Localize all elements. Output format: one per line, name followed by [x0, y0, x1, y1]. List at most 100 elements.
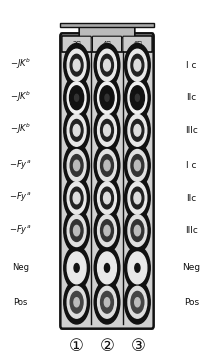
Text: IIc: IIc [186, 194, 197, 202]
Circle shape [73, 192, 80, 204]
Circle shape [128, 150, 147, 181]
Circle shape [104, 59, 110, 71]
Circle shape [131, 119, 144, 141]
Text: Pos: Pos [184, 298, 199, 307]
Circle shape [125, 144, 150, 187]
FancyBboxPatch shape [60, 33, 154, 329]
Circle shape [74, 226, 80, 236]
Circle shape [104, 226, 110, 236]
Circle shape [94, 281, 120, 324]
Circle shape [74, 264, 79, 272]
Circle shape [70, 119, 83, 141]
Circle shape [134, 192, 141, 204]
Text: IIc: IIc [186, 93, 197, 102]
Text: ①: ① [68, 337, 83, 355]
Circle shape [70, 155, 83, 176]
Circle shape [125, 43, 150, 87]
Circle shape [94, 109, 120, 152]
Text: IIIc: IIIc [185, 126, 198, 135]
Text: 2号: 2号 [72, 41, 81, 47]
Circle shape [98, 182, 116, 214]
Circle shape [105, 94, 109, 101]
Circle shape [67, 49, 86, 81]
FancyBboxPatch shape [123, 36, 152, 52]
Circle shape [131, 220, 144, 241]
Circle shape [67, 114, 86, 146]
Text: 6号: 6号 [133, 41, 142, 47]
Circle shape [70, 291, 83, 313]
Bar [60, 23, 154, 27]
Bar [62, 36, 152, 52]
Circle shape [94, 209, 120, 252]
Circle shape [67, 182, 86, 214]
Circle shape [98, 49, 116, 81]
Circle shape [101, 291, 113, 313]
Circle shape [128, 252, 147, 284]
Circle shape [70, 220, 83, 241]
Circle shape [135, 298, 140, 307]
Circle shape [64, 109, 89, 152]
Text: Neg: Neg [12, 264, 29, 272]
Text: I c: I c [186, 61, 197, 70]
Circle shape [70, 86, 84, 110]
Circle shape [130, 86, 144, 110]
Circle shape [94, 43, 120, 87]
Circle shape [135, 94, 140, 101]
FancyBboxPatch shape [79, 24, 135, 38]
Circle shape [101, 155, 113, 176]
Circle shape [64, 209, 89, 252]
Circle shape [73, 125, 80, 136]
Circle shape [64, 76, 89, 119]
Circle shape [73, 59, 80, 71]
Text: Neg: Neg [183, 264, 201, 272]
Circle shape [64, 176, 89, 220]
Circle shape [134, 226, 140, 236]
Text: $-JK^b$: $-JK^b$ [10, 122, 31, 136]
Circle shape [128, 49, 147, 81]
Circle shape [70, 54, 83, 76]
Circle shape [135, 264, 140, 272]
Circle shape [94, 76, 120, 119]
Text: Pos: Pos [13, 298, 28, 307]
Circle shape [125, 281, 150, 324]
Circle shape [67, 215, 86, 247]
Circle shape [67, 82, 86, 114]
Circle shape [64, 281, 89, 324]
Circle shape [100, 86, 114, 110]
Circle shape [125, 209, 150, 252]
Circle shape [64, 43, 89, 87]
Circle shape [125, 246, 150, 290]
Circle shape [74, 94, 79, 101]
Circle shape [131, 54, 144, 76]
Circle shape [70, 187, 83, 209]
Circle shape [94, 176, 120, 220]
Circle shape [128, 182, 147, 214]
Text: ②: ② [100, 337, 114, 355]
Circle shape [134, 125, 141, 136]
Text: $-JK^b$: $-JK^b$ [10, 89, 31, 104]
Circle shape [64, 144, 89, 187]
Circle shape [104, 264, 110, 272]
Circle shape [125, 176, 150, 220]
Circle shape [104, 298, 110, 307]
Text: $-Fy^a$: $-Fy^a$ [9, 223, 31, 236]
Text: $-Fy^a$: $-Fy^a$ [9, 158, 31, 171]
Circle shape [67, 150, 86, 181]
Circle shape [101, 187, 113, 209]
Circle shape [131, 291, 144, 313]
Text: I c: I c [186, 161, 197, 170]
FancyBboxPatch shape [92, 36, 122, 52]
Circle shape [101, 220, 113, 241]
Circle shape [104, 125, 110, 136]
Text: ③: ③ [131, 337, 146, 355]
Circle shape [131, 187, 144, 209]
Circle shape [74, 160, 80, 171]
Circle shape [128, 82, 147, 114]
FancyBboxPatch shape [62, 36, 91, 52]
Circle shape [98, 286, 116, 318]
Text: 4号: 4号 [103, 41, 111, 47]
Circle shape [98, 114, 116, 146]
Circle shape [74, 298, 79, 307]
Circle shape [98, 82, 116, 114]
Circle shape [104, 160, 110, 171]
